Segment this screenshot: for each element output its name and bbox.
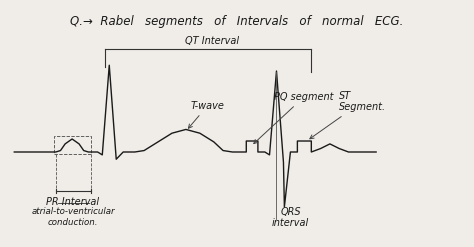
Text: atrial-to-ventricular: atrial-to-ventricular xyxy=(31,207,115,216)
Text: PR Interval: PR Interval xyxy=(46,197,100,207)
Text: PQ segment: PQ segment xyxy=(254,92,334,144)
Bar xyxy=(54,136,91,154)
Text: T-wave: T-wave xyxy=(188,101,224,128)
Text: ST
Segment.: ST Segment. xyxy=(310,91,386,139)
Text: interval: interval xyxy=(272,218,309,228)
Text: QRS: QRS xyxy=(280,207,301,217)
Text: conduction.: conduction. xyxy=(48,218,98,227)
Text: Q.→  Rabel   segments   of   Intervals   of   normal   ECG.: Q.→ Rabel segments of Intervals of norma… xyxy=(70,15,404,28)
Text: QT Interval: QT Interval xyxy=(185,36,239,46)
